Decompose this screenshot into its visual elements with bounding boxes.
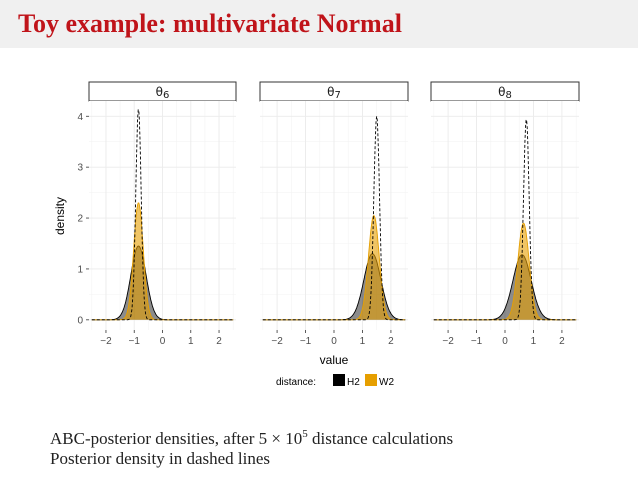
caption-line-1-post: distance calculations	[307, 429, 454, 448]
facet-panel-1: θ6 −2 −1 0 1 2 0 1 2 3 4	[77, 81, 237, 347]
x-tick-label: 0	[502, 336, 508, 347]
title-bar: Toy example: multivariate Normal	[0, 0, 638, 48]
y-tick-label: 2	[77, 214, 83, 225]
legend-key-h2	[333, 374, 345, 386]
caption-line-1-exponent: 5	[302, 428, 308, 440]
legend-label-w2: W2	[379, 377, 394, 388]
legend-key-w2	[365, 374, 377, 386]
y-tick-label: 0	[77, 315, 83, 326]
x-tick-label: −1	[129, 336, 141, 347]
caption: ABC-posterior densities, after 5 × 105 d…	[50, 424, 453, 469]
caption-line-2: Posterior density in dashed lines	[50, 449, 271, 468]
slide-title: Toy example: multivariate Normal	[18, 9, 402, 38]
y-tick-label: 3	[77, 163, 83, 174]
x-tick-label: 1	[531, 336, 537, 347]
y-axis-title: density	[53, 197, 67, 235]
caption-line-1: ABC-posterior densities, after 5 × 105 d…	[50, 424, 453, 449]
facet-label: θ6	[156, 85, 170, 101]
posterior-dashed-line	[262, 116, 406, 321]
facet-panel-2: θ7 −2 −1 0 1 2	[259, 81, 409, 347]
x-tick-label: 0	[331, 336, 337, 347]
x-tick-label: −1	[300, 336, 312, 347]
posterior-dashed-line	[91, 109, 234, 321]
posterior-dashed-line	[433, 119, 577, 321]
density-area-w2	[262, 215, 406, 320]
facet-label: θ8	[498, 85, 512, 101]
x-tick-label: 2	[388, 336, 394, 347]
caption-line-1-pre: ABC-posterior densities, after 5 × 10	[50, 429, 303, 448]
x-tick-label: −1	[471, 336, 483, 347]
x-tick-label: −2	[271, 336, 283, 347]
legend: distance: H2 W2	[276, 374, 394, 388]
x-tick-label: −2	[442, 336, 454, 347]
x-tick-label: 1	[360, 336, 366, 347]
density-area-h2	[91, 246, 234, 320]
x-tick-label: 2	[559, 336, 565, 347]
x-tick-label: 2	[216, 336, 222, 347]
legend-title: distance:	[276, 377, 316, 388]
legend-label-h2: H2	[347, 377, 360, 388]
x-tick-label: 0	[160, 336, 166, 347]
facet-label: θ7	[327, 85, 341, 101]
x-tick-label: 1	[188, 336, 194, 347]
y-tick-label: 1	[77, 264, 83, 275]
facet-panel-3: θ8 −2 −1 0 1 2	[430, 81, 580, 347]
y-tick-label: 4	[77, 112, 83, 123]
x-axis-title: value	[320, 353, 349, 367]
x-tick-label: −2	[100, 336, 112, 347]
